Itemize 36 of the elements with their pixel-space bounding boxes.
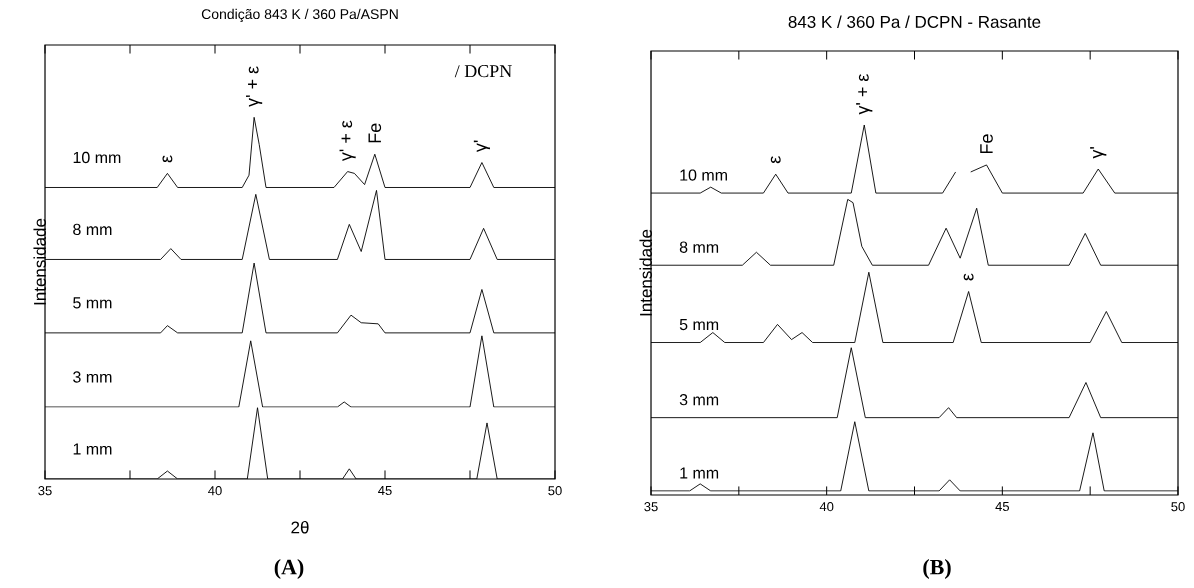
x-tick-label: 50 [548,486,562,496]
series-label: 5 mm [679,318,719,331]
annotation: γ' + ε [339,120,356,162]
annotation: γ' [1090,147,1107,159]
text: (B) [923,559,951,579]
x-tick-label: 45 [378,486,392,496]
chart-title: 843 K / 360 Pa / DCPN - Rasante [788,15,1041,28]
series-label: 5 mm [73,297,112,309]
text: (A) [274,559,304,579]
series-label: 8 mm [73,223,112,236]
x-tick-label: 50 [1171,502,1185,512]
series-label: 8 mm [679,241,719,253]
annotation: γ' + ε [246,66,263,107]
text: / DCPN [454,65,512,78]
annotation: ε [770,156,781,164]
x-tick-label: 35 [38,486,52,496]
x-axis-title: 2θ [291,521,309,534]
series-label: 3 mm [73,371,112,383]
annotation: Fe [980,134,993,154]
annotation: γ' + ε [856,73,873,115]
x-tick-label: 45 [995,502,1010,512]
series-label: 1 mm [73,443,112,455]
annotation: ε [963,273,974,281]
y-axis-title: Intensidade [33,218,46,305]
series-label: 3 mm [679,393,719,406]
x-tick-label: 40 [819,502,834,512]
chart-title: Condição 843 K / 360 Pa/ASPN [201,8,398,22]
y-axis-title: Intensidade [639,229,652,316]
annotation: ε [162,155,173,163]
series-label: 1 mm [680,467,719,479]
series-label: 10 mm [680,169,727,181]
series-label: 10 mm [73,151,121,164]
x-tick-label: 40 [208,486,222,496]
x-tick-label: 35 [644,502,658,512]
annotation: Fe [368,123,382,143]
annotation: γ' [473,140,490,153]
